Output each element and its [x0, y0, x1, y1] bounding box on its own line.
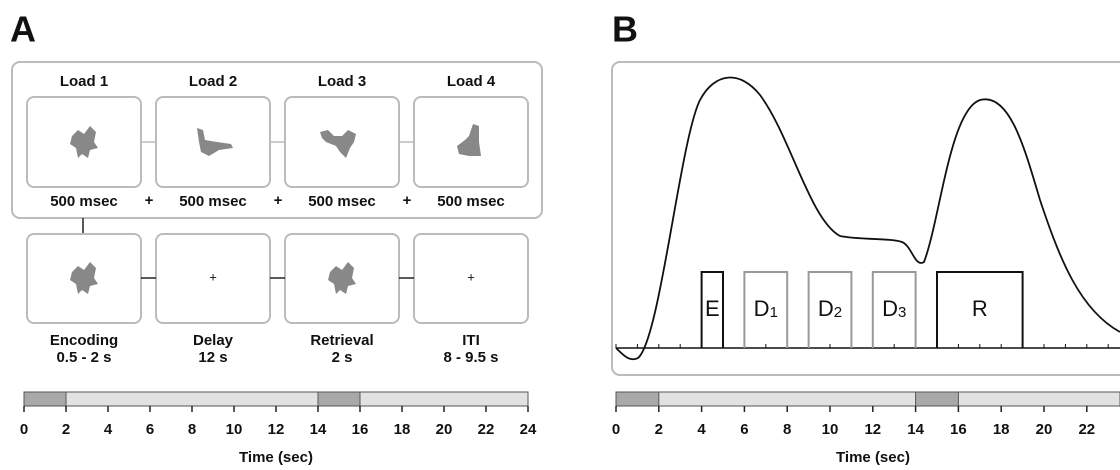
axis-label: Time (sec)	[836, 449, 910, 466]
load-group-frame	[11, 61, 543, 219]
tick-label: 2	[62, 421, 70, 438]
timeline-bar	[23, 391, 529, 407]
regressor-box	[871, 271, 917, 348]
tick-label: 20	[1036, 421, 1053, 438]
timeline-shade	[23, 391, 67, 407]
tick-label: 20	[436, 421, 453, 438]
timeline-shade	[915, 391, 959, 407]
regressor-box	[936, 271, 1024, 348]
hemodynamic-curve	[615, 76, 1120, 361]
tick-label: 18	[993, 421, 1010, 438]
phase-name: Delay	[193, 332, 234, 349]
phase-duration: 12 s	[198, 349, 227, 366]
tick-label: 24	[520, 421, 537, 438]
axis-label: Time (sec)	[239, 449, 313, 466]
tick-label: 18	[394, 421, 411, 438]
stimulus-shape	[320, 130, 356, 158]
phase-duration: 0.5 - 2 s	[56, 349, 111, 366]
tick-label: 0	[20, 421, 28, 438]
regressor-base: D	[754, 296, 770, 321]
regressor-base: D	[882, 296, 898, 321]
tick-label: 4	[697, 421, 706, 438]
load-title: Load 2	[189, 73, 237, 90]
tick-label: 14	[907, 421, 924, 438]
tick-label: 14	[310, 421, 327, 438]
stimulus-shape	[70, 126, 98, 158]
tick-label: 0	[612, 421, 620, 438]
tick-label: 16	[950, 421, 967, 438]
phase-name: Encoding	[50, 332, 118, 349]
timeline-shade	[615, 391, 660, 407]
regressor-label: D1	[754, 296, 778, 321]
panel-label: B	[612, 9, 638, 50]
phase-name: ITI	[462, 332, 480, 349]
separator: +	[403, 192, 412, 209]
regressor-label: R	[972, 296, 988, 321]
load-duration: 500 msec	[50, 193, 118, 210]
tick-label: 4	[104, 421, 113, 438]
panel-label: A	[10, 9, 36, 50]
tick-label: 12	[864, 421, 881, 438]
response-frame	[611, 61, 1120, 376]
regressor-sub: 2	[834, 304, 842, 321]
timeline-shade	[317, 391, 361, 407]
tick-label: 6	[146, 421, 154, 438]
tick-label: 22	[478, 421, 495, 438]
timeline-bar	[615, 391, 1120, 407]
tick-label: 8	[188, 421, 196, 438]
phase-duration: 8 - 9.5 s	[443, 349, 498, 366]
regressor-label: E	[705, 296, 720, 321]
load-title: Load 1	[60, 73, 108, 90]
regressor-box	[700, 271, 724, 348]
fixation: +	[467, 269, 475, 284]
regressor-label: D3	[882, 296, 906, 321]
stimulus-shape	[457, 124, 481, 156]
tick-label: 22	[1078, 421, 1095, 438]
load-title: Load 4	[447, 73, 496, 90]
load-duration: 500 msec	[437, 193, 505, 210]
separator: +	[274, 192, 283, 209]
fixation: +	[209, 269, 217, 284]
tick-label: 2	[655, 421, 663, 438]
phase-name: Retrieval	[310, 332, 373, 349]
stimulus-shape	[197, 128, 233, 156]
regressor-box	[743, 271, 789, 348]
tick-label: 8	[783, 421, 791, 438]
regressor-sub: 1	[770, 304, 778, 321]
tick-label: 12	[268, 421, 285, 438]
stimulus-shape	[70, 262, 98, 294]
tick-label: 10	[226, 421, 243, 438]
regressor-box	[807, 271, 853, 348]
stimulus-shape	[328, 262, 356, 294]
tick-label: 16	[352, 421, 369, 438]
regressor-base: D	[818, 296, 834, 321]
regressor-sub: 3	[898, 304, 906, 321]
tick-label: 10	[822, 421, 839, 438]
separator: +	[145, 192, 154, 209]
phase-duration: 2 s	[332, 349, 353, 366]
regressor-label: D2	[818, 296, 842, 321]
tick-label: 6	[740, 421, 748, 438]
load-duration: 500 msec	[179, 193, 247, 210]
load-duration: 500 msec	[308, 193, 376, 210]
load-title: Load 3	[318, 73, 366, 90]
